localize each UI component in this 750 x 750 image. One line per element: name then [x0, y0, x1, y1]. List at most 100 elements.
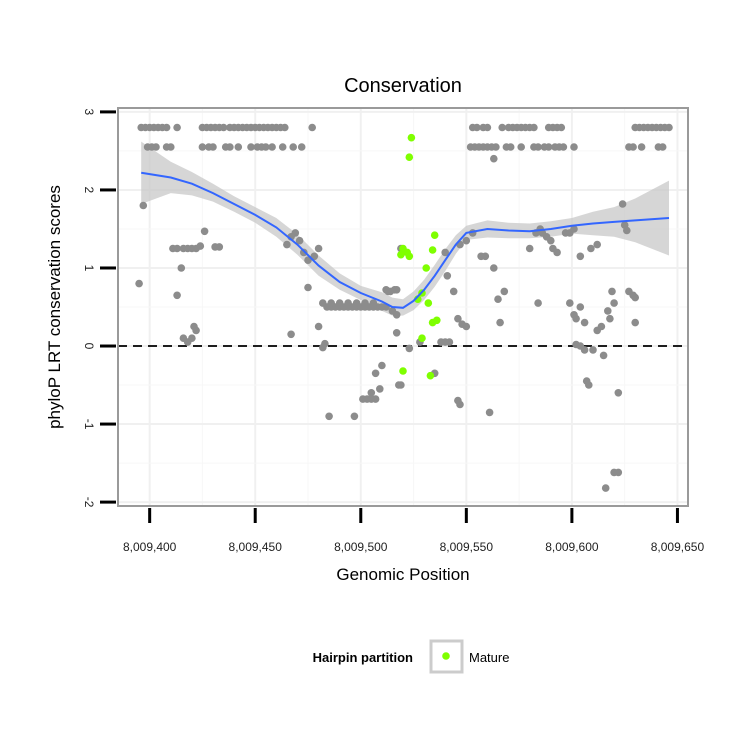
- data-point: [196, 242, 205, 250]
- data-point: [304, 283, 312, 292]
- data-point: [462, 322, 471, 331]
- data-point: [262, 143, 270, 151]
- data-point: [173, 291, 181, 300]
- data-point: [618, 200, 627, 208]
- chart-title: Conservation: [344, 75, 462, 97]
- data-point: [268, 143, 276, 151]
- data-point: [604, 307, 612, 315]
- data-point: [361, 299, 369, 307]
- y-tick-label: -2: [82, 497, 96, 508]
- x-axis-title: Genomic Position: [336, 565, 469, 584]
- data-point: [344, 299, 352, 307]
- data-point: [496, 318, 504, 327]
- x-tick-label: 8,009,500: [334, 540, 388, 554]
- data-point: [589, 346, 597, 354]
- data-point: [500, 287, 509, 296]
- x-tick-label: 8,009,650: [651, 540, 705, 554]
- data-point: [173, 123, 181, 132]
- mature-data-point: [426, 371, 435, 380]
- data-point: [490, 154, 498, 163]
- data-point: [547, 236, 555, 245]
- data-point: [485, 408, 494, 417]
- x-tick-label: 8,009,550: [440, 540, 494, 554]
- data-point: [517, 143, 525, 151]
- mature-data-point: [405, 153, 414, 161]
- data-point: [352, 299, 361, 307]
- data-point: [173, 244, 181, 253]
- data-point: [300, 248, 308, 257]
- data-point: [234, 143, 243, 151]
- data-point: [631, 318, 639, 327]
- mature-data-point: [407, 133, 416, 142]
- x-axis-ticks: 8,009,400 8,009,450 8,009,500 8,009,550 8,00…: [123, 508, 704, 554]
- data-point: [198, 143, 207, 151]
- smooth-line-layer: [141, 171, 670, 309]
- legend-label-mature: Mature: [469, 650, 509, 665]
- data-point: [608, 287, 616, 296]
- data-point: [614, 468, 623, 477]
- data-point: [215, 243, 224, 251]
- data-point: [247, 143, 255, 151]
- data-point: [321, 339, 329, 348]
- data-point: [601, 484, 610, 492]
- data-point: [494, 295, 502, 304]
- mature-data-point: [428, 246, 437, 254]
- data-point: [395, 381, 403, 389]
- data-point: [226, 143, 234, 151]
- legend-key-box: [429, 639, 464, 674]
- data-point: [392, 286, 401, 294]
- data-point: [580, 346, 589, 354]
- confidence-ribbon-layer: [141, 141, 669, 316]
- data-point: [629, 143, 637, 151]
- data-point: [443, 272, 452, 280]
- data-point: [498, 123, 507, 132]
- data-point: [525, 244, 534, 253]
- mature-data-point: [422, 264, 431, 272]
- data-point: [483, 123, 492, 132]
- data-point: [350, 412, 359, 421]
- data-point: [473, 123, 481, 132]
- data-point: [314, 244, 323, 253]
- data-point: [570, 143, 578, 151]
- data-point: [534, 143, 542, 151]
- data-point: [188, 334, 196, 343]
- data-point: [281, 123, 289, 132]
- mature-data-point: [405, 252, 414, 261]
- data-point: [376, 385, 384, 393]
- data-point: [283, 240, 291, 249]
- data-point: [606, 314, 614, 323]
- y-axis-title: phyloP LRT conservation scores: [45, 185, 64, 429]
- data-point: [369, 299, 378, 307]
- data-point: [325, 412, 333, 421]
- data-point: [665, 123, 673, 132]
- data-point: [177, 264, 186, 272]
- data-point: [135, 279, 143, 288]
- legend-key-mature: [442, 652, 450, 660]
- data-point: [544, 143, 553, 151]
- y-axis-ticks: -2 -1 0 1 2 3: [82, 109, 116, 508]
- legend: Hairpin partition Mature: [313, 639, 509, 674]
- data-point: [506, 143, 515, 151]
- data-point: [553, 248, 561, 257]
- data-point: [209, 143, 217, 151]
- data-point: [192, 326, 200, 335]
- mature-data-point: [433, 316, 441, 325]
- mature-data-point: [418, 334, 426, 343]
- data-point: [449, 287, 458, 296]
- plot-border: [117, 107, 689, 507]
- data-point: [367, 389, 376, 397]
- data-point: [610, 299, 618, 307]
- data-point: [599, 351, 608, 360]
- data-point: [492, 143, 500, 151]
- data-point: [327, 299, 336, 307]
- data-point: [152, 143, 160, 151]
- confidence-ribbon: [141, 141, 669, 316]
- data-point: [308, 123, 317, 132]
- x-tick-label: 8,009,600: [545, 540, 599, 554]
- mature-data-point: [424, 299, 433, 307]
- mature-data-point: [399, 367, 407, 375]
- data-point: [162, 123, 171, 132]
- data-point: [200, 227, 209, 236]
- data-point: [593, 240, 601, 249]
